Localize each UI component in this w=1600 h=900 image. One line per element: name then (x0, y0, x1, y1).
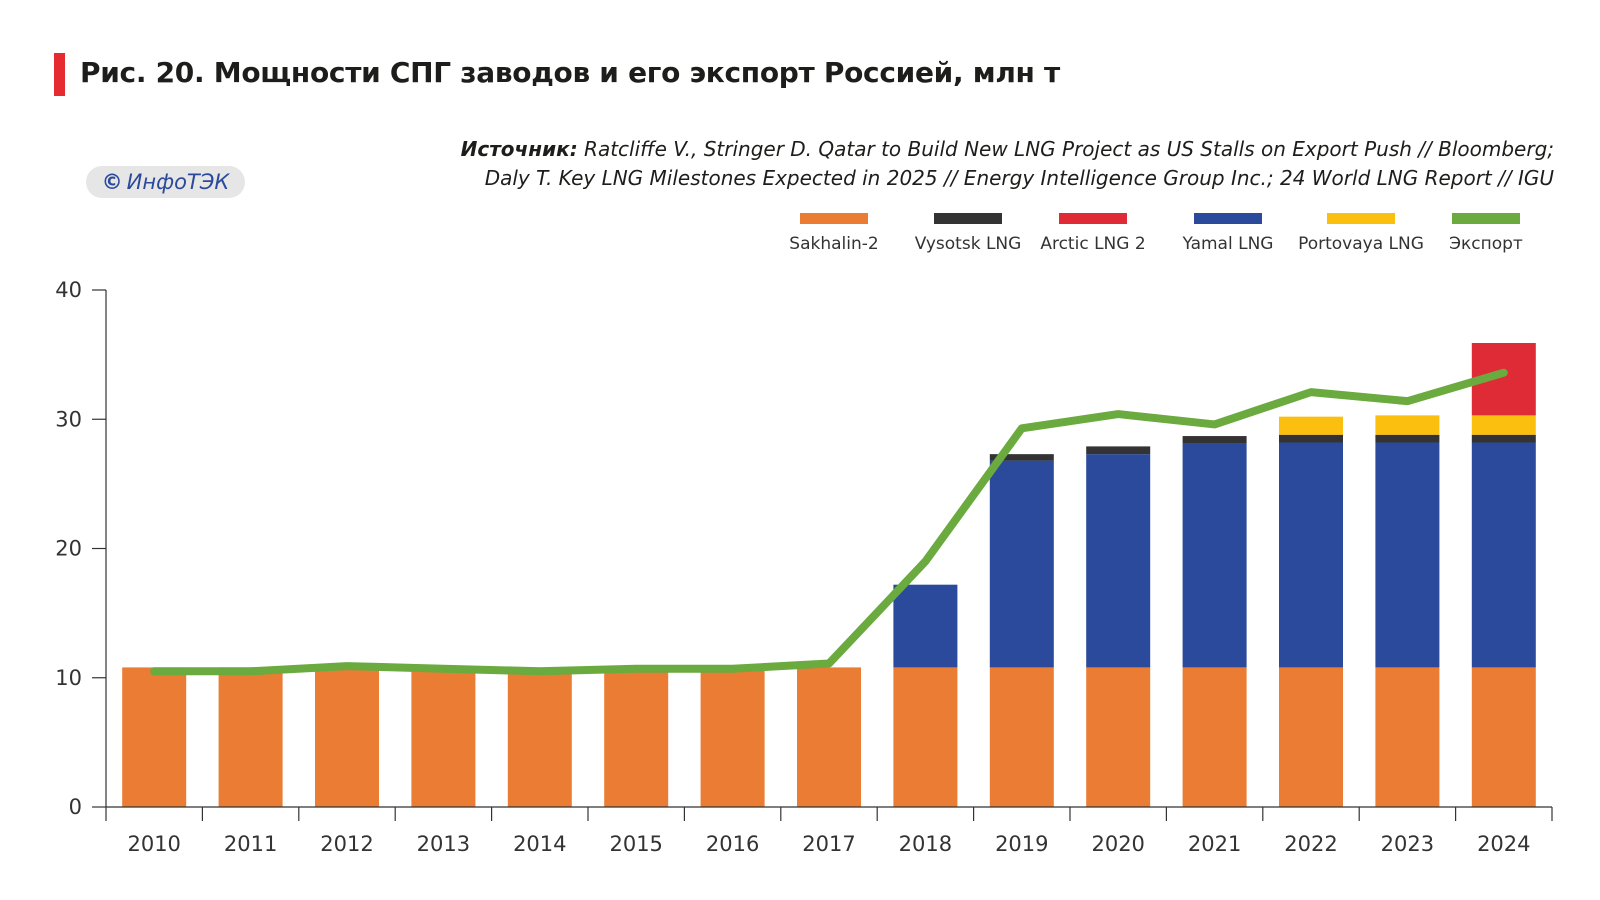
bar-sakhalin-2-2015 (604, 667, 669, 807)
x-tick-label-2021: 2021 (1188, 832, 1241, 856)
x-tick-label-2019: 2019 (995, 832, 1048, 856)
bar-sakhalin-2-2011 (218, 667, 283, 807)
bar-sakhalin-2-2021 (1182, 667, 1247, 807)
legend-label-5: Экспорт (1449, 234, 1523, 254)
copyright-icon: © (101, 170, 123, 194)
x-tick-label-2022: 2022 (1284, 832, 1337, 856)
bar-vysotsk-lng-2021 (1182, 436, 1247, 444)
source-line-1: Источник: Ratcliffe V., Stringer D. Qata… (461, 135, 1554, 164)
bars-layer (122, 342, 1536, 807)
source-label: Источник: (460, 137, 578, 161)
bar-sakhalin-2-2017 (797, 667, 861, 807)
y-tick-label-40: 40 (55, 278, 82, 302)
y-tick-label-0: 0 (69, 795, 82, 819)
x-tick-label-2016: 2016 (706, 832, 759, 856)
bar-yamal-lng-2020 (1086, 454, 1151, 668)
bar-portovaya-lng-2023 (1375, 415, 1440, 435)
legend-swatch-0 (800, 213, 868, 224)
bar-portovaya-lng-2022 (1279, 416, 1343, 435)
bar-yamal-lng-2022 (1279, 442, 1343, 668)
legend-swatch-5 (1452, 213, 1520, 224)
bar-sakhalin-2-2013 (411, 667, 476, 807)
chart-title: Рис. 20. Мощности СПГ заводов и его эксп… (80, 56, 1060, 89)
bar-sakhalin-2-2020 (1086, 667, 1151, 807)
x-tick-label-2012: 2012 (320, 832, 373, 856)
x-tick-label-2024: 2024 (1477, 832, 1530, 856)
legend: Sakhalin-2 Vysotsk LNG Arctic LNG 2 Yamal L… (789, 213, 1523, 254)
y-tick-label-30: 30 (55, 407, 82, 431)
legend-swatch-3 (1194, 213, 1262, 224)
legend-label-1: Vysotsk LNG (915, 234, 1022, 254)
bar-vysotsk-lng-2023 (1375, 434, 1440, 443)
bar-yamal-lng-2023 (1375, 442, 1440, 668)
badge-text: ИнфоТЭК (126, 170, 230, 194)
bar-sakhalin-2-2014 (507, 667, 572, 807)
x-tick-label-2018: 2018 (899, 832, 952, 856)
x-tick-label-2020: 2020 (1091, 832, 1144, 856)
bar-sakhalin-2-2024 (1471, 667, 1536, 807)
bar-vysotsk-lng-2019 (989, 454, 1054, 461)
legend-swatch-1 (934, 213, 1002, 224)
x-tick-label-2010: 2010 (127, 832, 180, 856)
bar-sakhalin-2-2012 (315, 667, 379, 807)
bar-yamal-lng-2018 (893, 584, 958, 668)
export-line-layer (150, 368, 1508, 676)
x-tick-label-2023: 2023 (1381, 832, 1434, 856)
x-tick-label-2013: 2013 (417, 832, 470, 856)
y-tick-label-20: 20 (55, 537, 82, 561)
bar-vysotsk-lng-2022 (1279, 434, 1343, 443)
x-tick-label-2011: 2011 (224, 832, 277, 856)
bar-sakhalin-2-2018 (893, 667, 958, 807)
bar-yamal-lng-2021 (1182, 443, 1247, 668)
legend-swatch-2 (1059, 213, 1127, 224)
bar-vysotsk-lng-2020 (1086, 446, 1151, 455)
y-tick-label-10: 10 (55, 666, 82, 690)
legend-label-3: Yamal LNG (1182, 234, 1274, 254)
bar-sakhalin-2-2019 (989, 667, 1054, 807)
x-tick-label-2014: 2014 (513, 832, 566, 856)
axes-layer: 0 10 20 30 40 2010 2011 2012 2013 2014 2015 2016 201… (55, 278, 1553, 856)
bar-yamal-lng-2019 (989, 460, 1054, 668)
bar-sakhalin-2-2010 (122, 667, 187, 807)
legend-label-2: Arctic LNG 2 (1040, 234, 1145, 254)
source-note: Источник: Ratcliffe V., Stringer D. Qata… (461, 135, 1554, 193)
legend-label-0: Sakhalin-2 (789, 234, 878, 254)
bar-portovaya-lng-2024 (1471, 415, 1536, 435)
x-tick-label-2015: 2015 (609, 832, 662, 856)
bar-sakhalin-2-2022 (1279, 667, 1343, 807)
legend-label-4: Portovaya LNG (1298, 234, 1424, 254)
source-text-1: Ratcliffe V., Stringer D. Qatar to Build… (577, 137, 1554, 161)
title-accent-bar (54, 53, 65, 96)
bar-sakhalin-2-2016 (700, 667, 765, 807)
infotek-badge: © ИнфоТЭК (86, 166, 245, 198)
bar-vysotsk-lng-2024 (1471, 434, 1536, 443)
x-tick-label-2017: 2017 (802, 832, 855, 856)
bar-sakhalin-2-2023 (1375, 667, 1440, 807)
legend-swatch-4 (1327, 213, 1395, 224)
bar-yamal-lng-2024 (1471, 442, 1536, 668)
source-text-2: Daly T. Key LNG Milestones Expected in 2… (484, 166, 1554, 190)
